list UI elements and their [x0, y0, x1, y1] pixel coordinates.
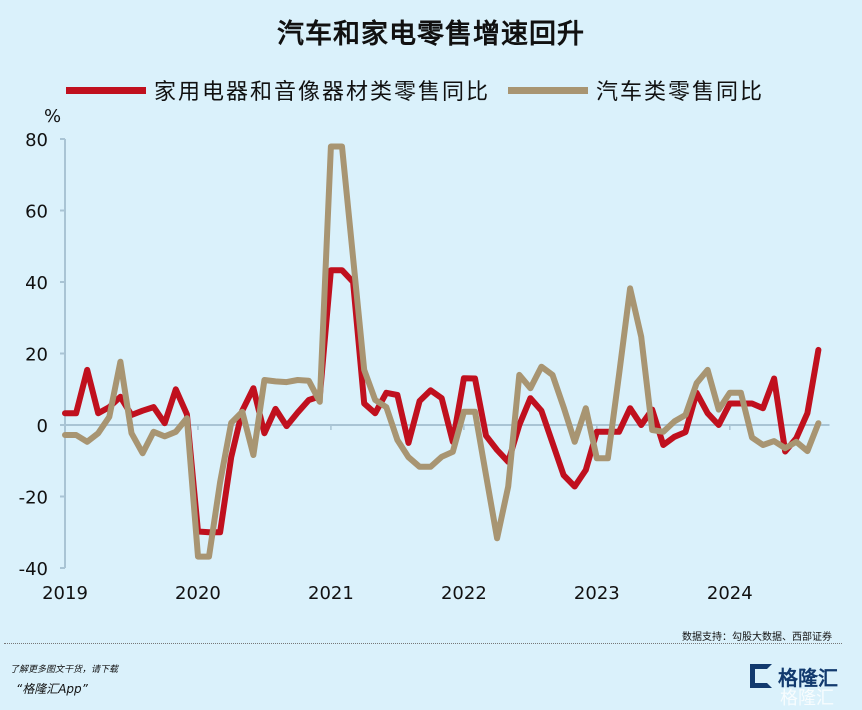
x-tick-label: 2020	[175, 583, 221, 604]
y-tick-label: 60	[25, 202, 48, 223]
y-tick-label: -20	[19, 488, 48, 509]
data-source: 数据支持：勾股大数据、西部证券	[682, 628, 832, 643]
y-axis-unit: %	[44, 106, 61, 127]
x-tick-label: 2022	[441, 583, 487, 604]
y-tick-label: 0	[37, 416, 48, 437]
y-tick-label: 40	[25, 273, 48, 294]
brand-logo: 格隆汇 格隆汇	[750, 662, 850, 704]
logo-watermark: 格隆汇	[780, 684, 834, 710]
x-tick-label: 2021	[308, 583, 354, 604]
x-tick-label: 2024	[707, 583, 753, 604]
y-tick-label: -40	[19, 559, 48, 580]
x-tick-label: 2023	[574, 583, 620, 604]
series-line-autos	[65, 147, 818, 557]
y-tick-label: 20	[25, 345, 48, 366]
promo-text: 了解更多图文干货，请下载	[10, 662, 118, 675]
line-chart: % 80 60 40 20 0 -20 -40 2019 2020 2021 2022 2023 2024	[0, 0, 862, 620]
footer-divider	[4, 643, 842, 644]
logo-g-icon	[750, 664, 772, 688]
series-line-appliances	[65, 270, 818, 532]
y-tick-label: 80	[25, 130, 48, 151]
x-tick-label: 2019	[42, 583, 88, 604]
promo-app-name: “格隆汇App”	[16, 680, 88, 697]
